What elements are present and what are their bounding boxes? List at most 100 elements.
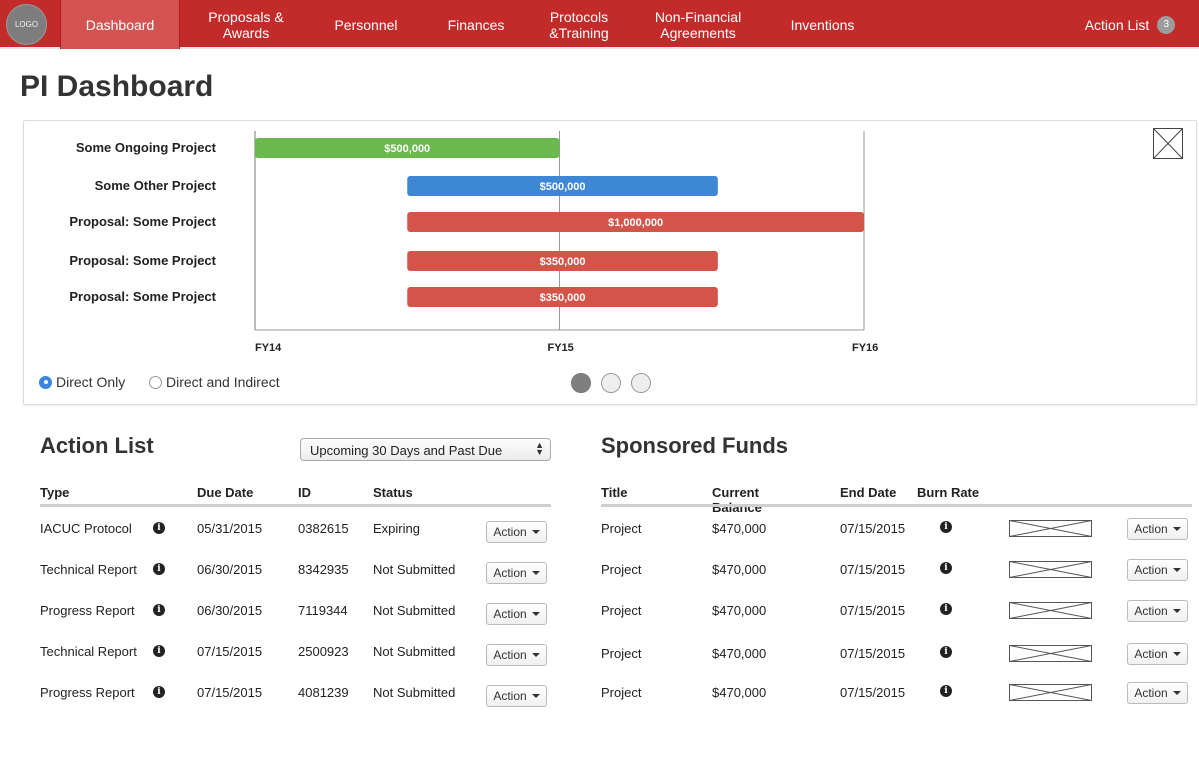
cell-current-balance: $470,000	[712, 685, 767, 700]
action-button-label: Action	[493, 525, 527, 539]
cell-status: Not Submitted	[373, 685, 456, 700]
bar[interactable]	[407, 251, 718, 271]
nav-dashboard[interactable]: Dashboard	[60, 0, 180, 49]
radio-direct-and-indirect[interactable]: Direct and Indirect	[149, 374, 280, 390]
cell-type: Technical Report	[40, 644, 137, 659]
cell-type: Progress Report	[40, 603, 135, 618]
col-header-end-date: End Date	[840, 485, 897, 500]
action-dropdown-button[interactable]: Action	[1127, 643, 1188, 665]
x-tick-label: FY15	[548, 342, 574, 354]
action-button-label: Action	[493, 566, 527, 580]
expand-icon[interactable]	[1153, 128, 1183, 159]
burn-rate-info-icon[interactable]: i	[940, 521, 952, 533]
action-button-label: Action	[1134, 647, 1168, 661]
action-button-label: Action	[1134, 686, 1168, 700]
col-header-current-balance: Current Balance	[712, 485, 762, 515]
cell-title: Project	[601, 521, 642, 536]
action-dropdown-button[interactable]: Action	[486, 521, 547, 543]
cell-end-date: 07/15/2015	[840, 603, 906, 618]
sponsored-funds-divider	[601, 504, 1192, 507]
cell-id: 0382615	[298, 521, 349, 536]
funding-timeline-chart: FY14 FY15 FY16 Some Ongoing Project $500,000…	[69, 131, 878, 354]
radio-direct-only[interactable]: Direct Only	[39, 374, 125, 390]
cell-status: Not Submitted	[373, 644, 456, 659]
action-dropdown-button[interactable]: Action	[1127, 682, 1188, 704]
bar-value-label: $1,000,000	[608, 217, 663, 229]
action-button-label: Action	[493, 607, 527, 621]
action-dropdown-button[interactable]: Action	[1127, 518, 1188, 540]
caret-down-icon	[1172, 568, 1181, 572]
info-icon[interactable]: i	[153, 522, 165, 534]
chart-page-dot-1[interactable]	[571, 373, 591, 393]
burn-rate-info-icon[interactable]: i	[940, 603, 952, 615]
bar-value-label: $350,000	[540, 256, 586, 268]
bar[interactable]	[407, 287, 718, 307]
action-dropdown-button[interactable]: Action	[486, 603, 547, 625]
nav-finances[interactable]: Finances	[447, 16, 505, 33]
action-list-title: Action List	[40, 433, 154, 458]
bar-value-label: $500,000	[540, 181, 586, 193]
info-icon[interactable]: i	[153, 563, 165, 575]
nav-protocols-training[interactable]: Protocols &Training	[549, 8, 609, 41]
sponsored-funds-title: Sponsored Funds	[601, 433, 788, 458]
action-list-filter-select[interactable]: Upcoming 30 Days and Past Due ▲ ▼	[300, 438, 551, 461]
cell-title: Project	[601, 685, 642, 700]
burn-rate-sparkline-placeholder	[1009, 561, 1092, 578]
action-button-label: Action	[1134, 604, 1168, 618]
action-dropdown-button[interactable]: Action	[1127, 559, 1188, 581]
cell-status: Expiring	[373, 521, 420, 536]
nav-non-financial-agreements[interactable]: Non-Financial Agreements	[654, 8, 742, 41]
info-icon[interactable]: i	[153, 645, 165, 657]
caret-down-icon	[1172, 609, 1181, 613]
action-dropdown-button[interactable]: Action	[486, 562, 547, 584]
cell-end-date: 07/15/2015	[840, 646, 906, 661]
nav-proposals-awards[interactable]: Proposals & Awards	[208, 8, 284, 41]
nav-personnel[interactable]: Personnel	[334, 16, 398, 33]
radio-direct-label: Direct Only	[56, 374, 126, 390]
cell-status: Not Submitted	[373, 603, 456, 618]
action-dropdown-button[interactable]: Action	[1127, 600, 1188, 622]
caret-down-icon	[1172, 691, 1181, 695]
cell-title: Project	[601, 603, 642, 618]
bar-category-label: Proposal: Some Project	[69, 214, 216, 229]
cell-due-date: 06/30/2015	[197, 603, 263, 618]
col-header-title: Title	[601, 485, 628, 500]
x-tick-label: FY14	[255, 342, 282, 354]
info-icon[interactable]: i	[153, 686, 165, 698]
chart-page-dot-3[interactable]	[631, 373, 651, 393]
burn-rate-sparkline-placeholder	[1009, 602, 1092, 619]
caret-down-icon	[531, 653, 540, 657]
burn-rate-sparkline-placeholder	[1009, 645, 1092, 662]
burn-rate-info-icon[interactable]: i	[940, 646, 952, 658]
bar[interactable]	[407, 176, 718, 196]
nav-action-list[interactable]: Action List 3	[1075, 0, 1185, 49]
cell-id: 7119344	[298, 603, 348, 618]
cell-status: Not Submitted	[373, 562, 456, 577]
logo[interactable]: LOGO	[6, 4, 47, 45]
cell-type: IACUC Protocol	[40, 521, 132, 536]
col-header-type: Type	[40, 485, 70, 500]
caret-down-icon	[531, 612, 540, 616]
chart-page-dot-2[interactable]	[601, 373, 621, 393]
cell-due-date: 07/15/2015	[197, 644, 263, 659]
burn-rate-info-icon[interactable]: i	[940, 562, 952, 574]
cell-current-balance: $470,000	[712, 603, 767, 618]
cell-title: Project	[601, 646, 642, 661]
cell-id: 2500923	[298, 644, 349, 659]
bar[interactable]	[255, 138, 560, 158]
info-icon[interactable]: i	[153, 604, 165, 616]
caret-down-icon	[531, 571, 540, 575]
action-list-divider	[40, 504, 551, 507]
action-dropdown-button[interactable]: Action	[486, 644, 547, 666]
cell-id: 8342935	[298, 562, 349, 577]
action-dropdown-button[interactable]: Action	[486, 685, 547, 707]
radio-unselected-icon	[149, 375, 162, 389]
bar-category-label: Proposal: Some Project	[69, 253, 216, 268]
bar-value-label: $350,000	[540, 292, 586, 304]
bar[interactable]	[407, 212, 864, 232]
nav-inventions[interactable]: Inventions	[790, 16, 855, 33]
burn-rate-sparkline-placeholder	[1009, 684, 1092, 701]
cell-type: Technical Report	[40, 562, 137, 577]
burn-rate-info-icon[interactable]: i	[940, 685, 952, 697]
bar-category-label: Proposal: Some Project	[69, 289, 216, 304]
